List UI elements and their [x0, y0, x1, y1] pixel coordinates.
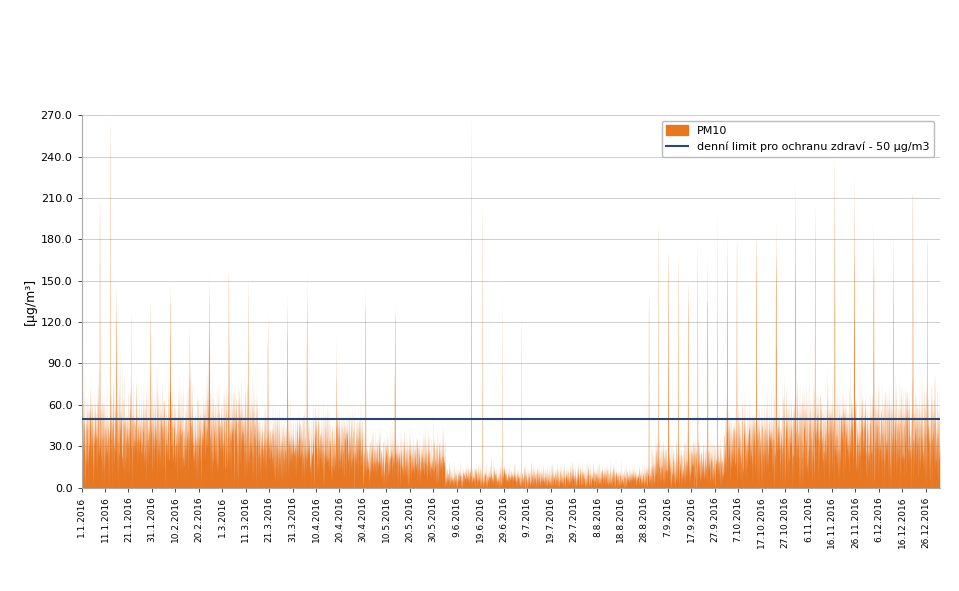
Legend: PM10, denní limit pro ochranu zdraví - 50 µg/m3: PM10, denní limit pro ochranu zdraví - 5… — [662, 121, 934, 157]
Text: Průměrné hodinové koncentrace PM₁₀ na měřicí stanici Lom ČHMÚ za rok 2016: Průměrné hodinové koncentrace PM₁₀ na mě… — [120, 21, 916, 39]
Y-axis label: [µg/m³]: [µg/m³] — [23, 278, 36, 325]
Text: Zpracovalo Ekologické centrum Most  na základě operativních dat Českého hydromet: Zpracovalo Ekologické centrum Most na zá… — [152, 68, 884, 83]
